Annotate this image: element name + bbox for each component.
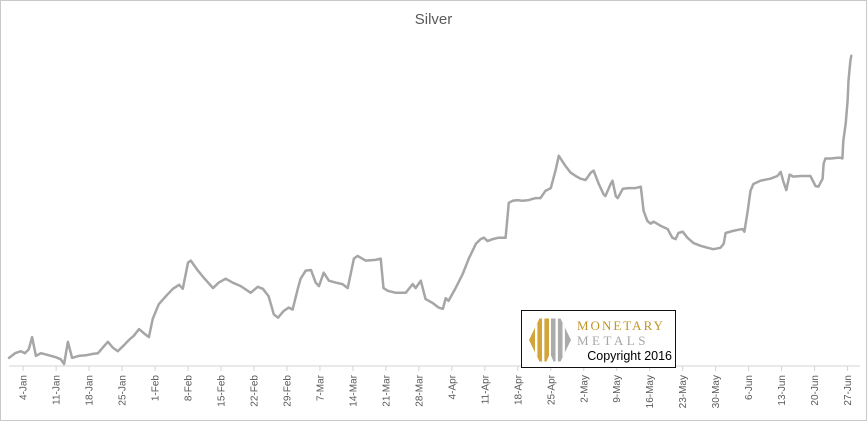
- x-axis-label: 4-Jan: [19, 375, 30, 400]
- x-axis-label: 11-Jan: [52, 375, 63, 405]
- logo-text-column: MONETARY METALS Copyright 2016: [575, 311, 675, 363]
- x-axis-label: 1-Feb: [151, 375, 162, 402]
- logo-text-monetary: MONETARY: [577, 318, 665, 333]
- x-axis-label: 14-Mar: [348, 374, 359, 406]
- hexagon-logo-icon: [529, 318, 571, 362]
- x-axis-label: 28-Mar: [414, 374, 425, 406]
- x-axis-label: 15-Feb: [217, 375, 228, 407]
- x-axis-label: 27-Jun: [843, 375, 854, 406]
- x-axis-label: 13-Jun: [777, 375, 788, 406]
- logo-text-metals: METALS: [577, 333, 649, 348]
- x-axis-label: 16-May: [645, 375, 656, 408]
- chart-title: Silver: [414, 11, 453, 28]
- x-axis-label: 4-Apr: [447, 374, 458, 399]
- copyright-text: Copyright 2016: [587, 349, 672, 363]
- x-axis-label: 2-May: [579, 375, 590, 403]
- x-axis-label: 20-Jun: [810, 375, 821, 406]
- x-axis-label: 7-Mar: [315, 374, 326, 401]
- x-axis-label: 30-May: [711, 375, 722, 408]
- x-axis-label: 25-Apr: [546, 374, 557, 405]
- x-axis-label: 18-Jan: [85, 375, 96, 406]
- monetary-metals-logo: MONETARY METALS Copyright 2016: [521, 310, 676, 368]
- x-axis-label: 21-Mar: [381, 374, 392, 406]
- x-axis-label: 6-Jun: [744, 375, 755, 400]
- x-axis-label: 23-May: [678, 375, 689, 408]
- x-axis-label: 11-Apr: [480, 374, 491, 404]
- x-axis-label: 25-Jan: [118, 375, 129, 406]
- x-axis-label: 29-Feb: [282, 375, 293, 407]
- x-axis-label: 22-Feb: [249, 375, 260, 407]
- x-axis-label: 9-May: [612, 375, 623, 403]
- hex-gray-half: [551, 318, 571, 362]
- x-axis-label: 18-Apr: [513, 374, 524, 405]
- hex-gold-half: [529, 318, 549, 362]
- price-line: [7, 54, 853, 366]
- x-axis-label: 8-Feb: [184, 375, 195, 402]
